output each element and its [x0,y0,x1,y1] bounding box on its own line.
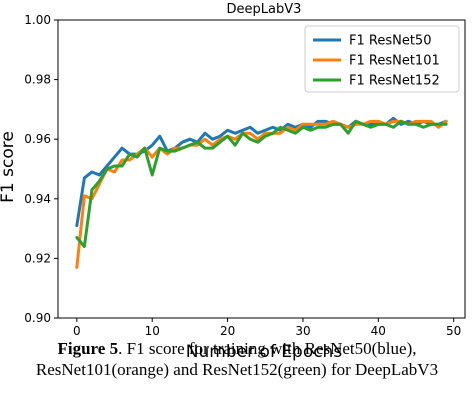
x-tick-label: 40 [371,324,386,338]
x-tick-label: 20 [220,324,235,338]
x-axis-label: Number of Epochs [186,342,343,362]
y-tick-label: 0.98 [24,73,51,87]
x-tick-label: 0 [73,324,81,338]
y-tick-label: 0.92 [24,251,51,265]
legend-label-1: F1 ResNet50 [349,34,431,49]
y-tick-label: 1.00 [24,13,51,27]
legend-label-3: F1 ResNet152 [349,74,440,89]
figure-caption: Figure 5. F1 score for training with Res… [0,338,474,380]
x-tick-label: 30 [295,324,310,338]
series-line-3 [75,119,448,248]
figure-caption-text: . F1 score for training with ResNet50(bl… [35,339,439,379]
series-line-2 [75,119,448,269]
y-tick-label: 0.96 [24,132,51,146]
legend-label-2: F1 ResNet101 [349,54,440,69]
figure-caption-label: Figure 5 [57,339,119,358]
plot-area-frame [57,19,466,319]
legend-box [304,25,460,93]
y-tick-label: 0.94 [24,192,51,206]
y-axis-label: F1 score [0,131,18,203]
x-tick-label: 50 [446,324,461,338]
chart-title: DeepLabV3 [227,2,302,17]
x-tick-label: 10 [145,324,160,338]
y-tick-label: 0.90 [24,311,51,325]
